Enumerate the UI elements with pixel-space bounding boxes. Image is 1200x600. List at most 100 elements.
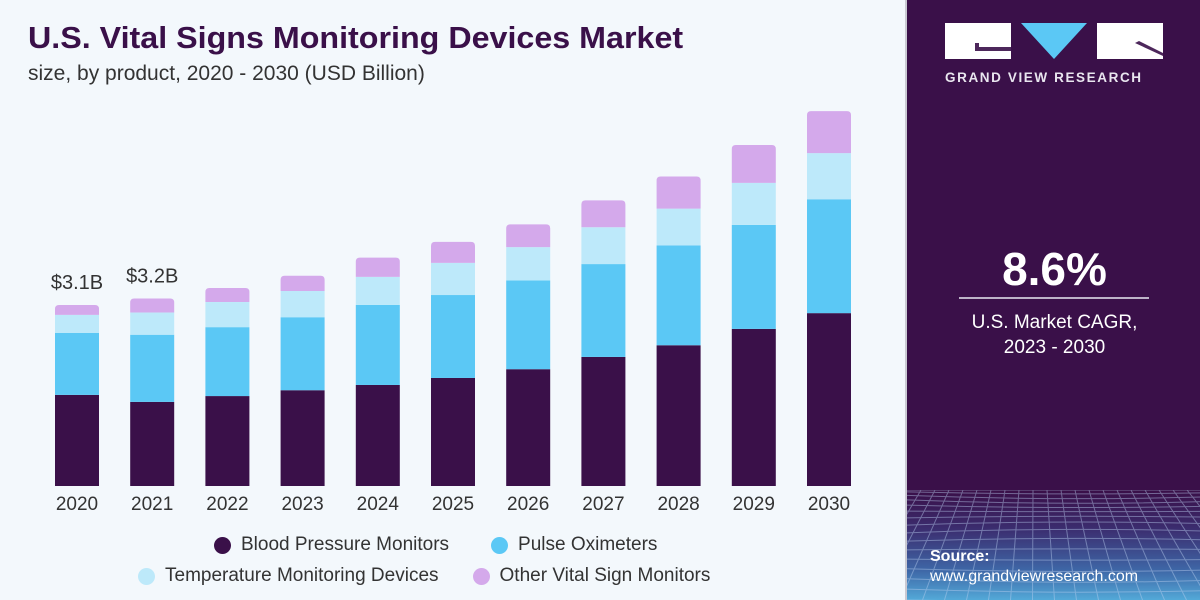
source-link[interactable]: www.grandviewresearch.com	[930, 568, 1139, 585]
grid-line	[1144, 490, 1200, 587]
x-tick-label: 2030	[808, 494, 850, 515]
grid-line	[1102, 490, 1143, 600]
bar-segment-pulse-oximeters	[280, 317, 325, 391]
legend-label: Other Vital Sign Monitors	[499, 565, 711, 586]
bar-segment-pulse-oximeters	[55, 332, 99, 395]
bar-stack-2028	[656, 176, 701, 486]
cagr-caption-line2: 2023 - 2030	[1003, 337, 1106, 358]
bar-segment-temperature-monitoring-devices	[807, 153, 851, 200]
bar-segment-temperature-monitoring-devices	[431, 262, 475, 296]
grid-line	[907, 521, 1200, 526]
logo-triangle-icon	[1021, 23, 1087, 59]
grand-view-research-logo	[945, 23, 1163, 59]
grid-line	[944, 490, 978, 600]
bar-segment-pulse-oximeters	[581, 264, 626, 357]
bar-segment-temperature-monitoring-devices	[506, 247, 551, 281]
x-tick-label: 2028	[657, 494, 699, 515]
grid-line	[966, 490, 992, 600]
cagr-caption: U.S. Market CAGR, 2023 - 2030	[907, 310, 1200, 360]
bar-segment-blood-pressure-monitors	[55, 394, 99, 486]
bar-segment-pulse-oximeters	[130, 334, 175, 402]
bar-segment-blood-pressure-monitors	[431, 377, 475, 486]
logo-r-notch	[1135, 41, 1163, 56]
bar-segment-other-vital-sign-monitors	[55, 304, 99, 315]
bar-segment-temperature-monitoring-devices	[55, 314, 99, 333]
grid-line	[1158, 490, 1200, 554]
grid-line	[1116, 490, 1165, 600]
grid-line	[907, 528, 1200, 534]
bar-segment-other-vital-sign-monitors	[431, 241, 475, 263]
bar-segment-blood-pressure-monitors	[731, 328, 776, 486]
bar-segment-blood-pressure-monitors	[807, 313, 851, 486]
legend-item-blood-pressure-monitors: Blood Pressure Monitors	[214, 534, 449, 556]
grid-line	[907, 491, 1200, 495]
legend-label: Temperature Monitoring Devices	[165, 565, 439, 586]
grid-line	[907, 494, 1200, 500]
legend-item-temperature-monitoring-devices: Temperature Monitoring Devices	[138, 565, 439, 587]
cagr-caption-line1: U.S. Market CAGR,	[971, 312, 1138, 333]
grid-line	[1046, 490, 1055, 600]
bar-segment-blood-pressure-monitors	[581, 356, 626, 486]
bar-segment-pulse-oximeters	[807, 199, 851, 314]
bar-segment-other-vital-sign-monitors	[130, 298, 175, 313]
x-tick-label: 2027	[582, 494, 624, 515]
bar-segment-temperature-monitoring-devices	[280, 290, 325, 318]
bar-stack-2030	[807, 111, 851, 486]
x-tick-label: 2021	[131, 494, 173, 515]
bar-segment-temperature-monitoring-devices	[581, 227, 626, 265]
legend-label: Pulse Oximeters	[518, 534, 658, 555]
bar-stack-2027	[581, 200, 626, 486]
chart-subtitle: size, by product, 2020 - 2030 (USD Billi…	[28, 62, 425, 85]
bar-segment-pulse-oximeters	[431, 295, 475, 378]
grid-line	[1172, 490, 1200, 529]
x-tick-label: 2024	[357, 494, 400, 515]
logo-g-block	[945, 23, 1011, 59]
bar-segment-other-vital-sign-monitors	[656, 176, 701, 209]
bar-stack-2022	[205, 288, 250, 486]
x-tick-label: 2029	[733, 494, 775, 515]
x-tick-label: 2025	[432, 494, 474, 515]
bar-segment-temperature-monitoring-devices	[656, 208, 701, 246]
grid-line	[1010, 490, 1020, 600]
grid-line	[1060, 490, 1077, 600]
legend-swatch	[491, 536, 509, 554]
bar-segment-other-vital-sign-monitors	[355, 257, 400, 277]
x-tick-label: 2023	[281, 494, 323, 515]
grid-line	[1032, 490, 1034, 600]
bar-stack-2024	[355, 257, 400, 486]
bar-segment-temperature-monitoring-devices	[731, 182, 776, 225]
grid-line	[907, 499, 1200, 504]
grid-line	[907, 504, 1200, 509]
legend-item-other-vital-sign-monitors: Other Vital Sign Monitors	[472, 565, 711, 587]
grid-line	[1088, 490, 1121, 600]
bar-segment-pulse-oximeters	[355, 304, 400, 385]
decorative-grid-pattern	[907, 490, 1200, 600]
grid-line	[907, 588, 1200, 593]
bar-segment-temperature-monitoring-devices	[205, 302, 250, 328]
stacked-bar-chart: 2020 $3.1B 2021 $3.2B 2022 2023 2024 2025 2026 20…	[51, 111, 851, 515]
grid-line	[907, 490, 950, 587]
bar-segment-other-vital-sign-monitors	[581, 200, 626, 228]
bar-segment-other-vital-sign-monitors	[731, 144, 776, 183]
bar-stack-2021	[130, 298, 175, 486]
grid-line	[907, 490, 922, 515]
grid-line	[907, 515, 1200, 519]
cagr-value: 8.6%	[1002, 243, 1107, 295]
bar-segment-other-vital-sign-monitors	[807, 111, 851, 154]
bar-segment-other-vital-sign-monitors	[205, 288, 250, 303]
legend-swatch	[214, 536, 231, 554]
grid-line	[907, 578, 1200, 583]
bar-segment-pulse-oximeters	[656, 245, 701, 346]
logo-g-notch	[975, 43, 1011, 51]
total-value-label: $3.1B	[51, 272, 103, 294]
grid-line	[907, 558, 1200, 561]
brand-name: GRAND VIEW RESEARCH	[945, 70, 1143, 85]
bar-segment-pulse-oximeters	[506, 280, 551, 370]
grid-line	[907, 490, 936, 546]
x-tick-label: 2020	[56, 494, 98, 515]
grid-line	[907, 537, 1200, 542]
legend-swatch	[472, 567, 490, 585]
grid-line	[907, 568, 1200, 573]
bar-segment-blood-pressure-monitors	[656, 345, 701, 486]
logo-r-block	[1097, 23, 1163, 59]
